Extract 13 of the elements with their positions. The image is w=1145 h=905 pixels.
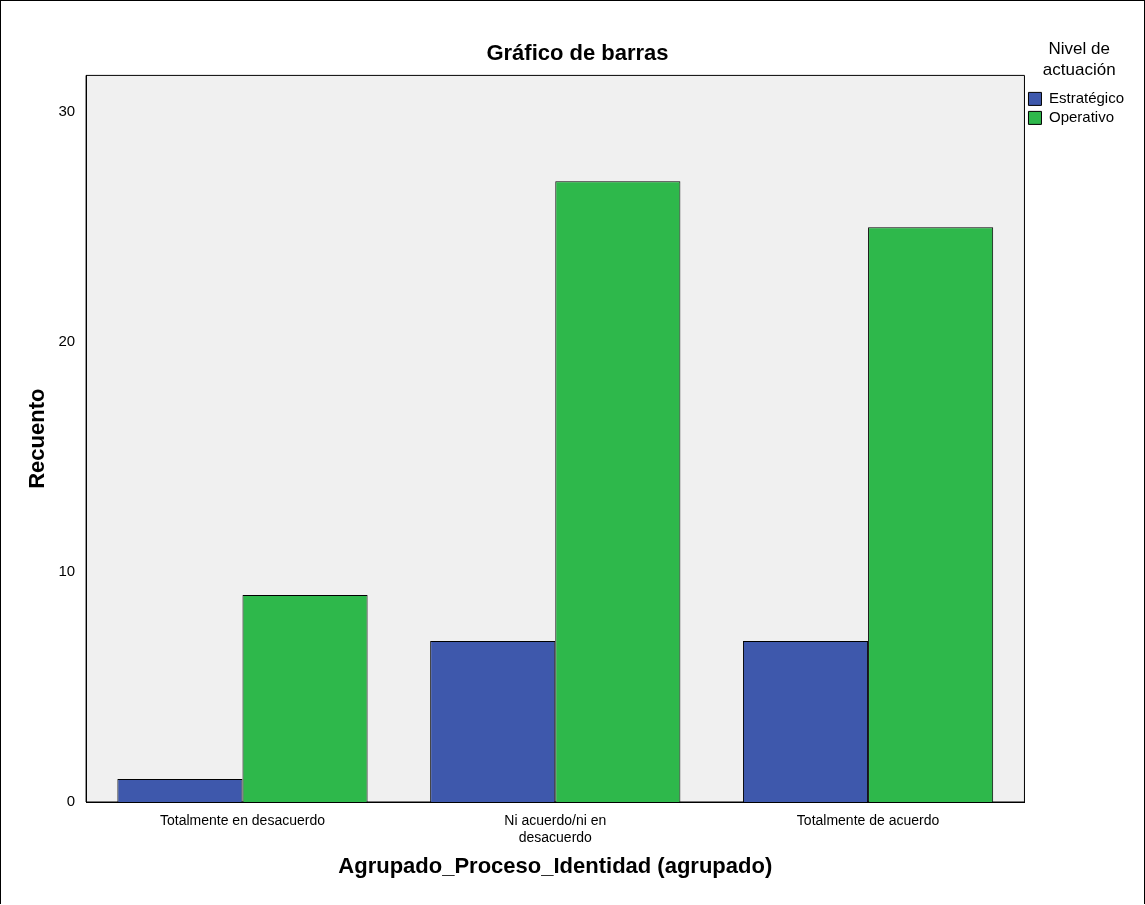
x-tick-label: Totalmente en desacuerdo xyxy=(159,812,326,829)
y-tick-label: 20 xyxy=(58,332,76,350)
y-tick-label: 10 xyxy=(58,562,76,580)
legend-label: Estratégico xyxy=(1048,89,1125,107)
y-tick-label: 0 xyxy=(66,792,76,810)
legend-label: Operativo xyxy=(1048,108,1115,126)
x-tick-label: Totalmente de acuerdo xyxy=(796,812,940,829)
chart-title: Gráfico de barras xyxy=(486,40,669,66)
x-tick-label: Ni acuerdo/ni en desacuerdo xyxy=(504,812,607,846)
x-axis-title: Agrupado_Proceso_Identidad (agrupado) xyxy=(338,852,773,878)
legend-title: Nivel de actuación xyxy=(1042,39,1116,79)
y-axis-title: Recuento xyxy=(24,388,50,489)
y-tick-label: 30 xyxy=(58,102,76,120)
